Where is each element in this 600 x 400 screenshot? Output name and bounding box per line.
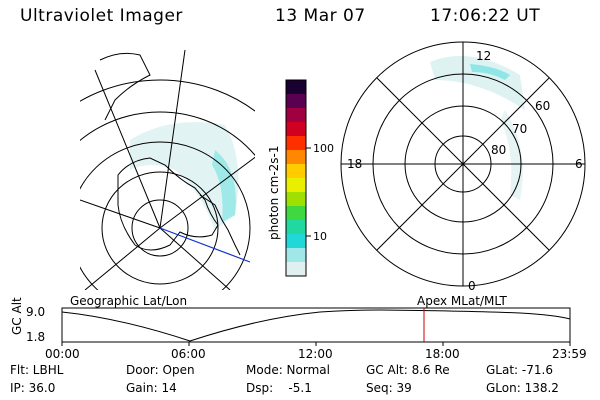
info-dsp: Dsp: -5.1: [246, 381, 312, 395]
altitude-xtick-2: 12:00: [298, 347, 333, 361]
altitude-xtick-3: 18:00: [425, 347, 460, 361]
info-flt: Flt: LBHL: [10, 363, 64, 377]
left-map-caption: Geographic Lat/Lon: [70, 294, 188, 308]
colorbar-swatch: [286, 94, 306, 109]
mlt-label-0: 0: [468, 279, 476, 293]
colorbar-frame: [285, 79, 307, 277]
colorbar-swatch: [286, 206, 306, 221]
info-glat: GLat: -71.6: [486, 363, 553, 377]
colorbar-swatch: [286, 80, 306, 95]
info-ip: IP: 36.0: [10, 381, 56, 395]
mlat-label-80: 80: [491, 143, 506, 157]
altitude-xtick-0: 00:00: [45, 347, 80, 361]
mlt-label-6: 6: [575, 157, 583, 171]
altitude-ytick-bottom: 1.8: [26, 330, 46, 344]
mlat-label-70: 70: [512, 122, 527, 136]
colorbar-swatch: [286, 136, 306, 151]
colorbar: [286, 80, 306, 277]
info-gc-alt: GC Alt: 8.6 Re: [366, 363, 450, 377]
info-gain: Gain: 14: [126, 381, 177, 395]
info-glon: GLon: 138.2: [486, 381, 559, 395]
mlt-label-18: 18: [347, 157, 362, 171]
colorbar-tick-label-100: 100: [313, 142, 334, 155]
colorbar-swatch: [286, 220, 306, 235]
instrument-title: Ultraviolet Imager: [20, 6, 183, 26]
colorbar-swatch: [286, 178, 306, 193]
info-seq: Seq: 39: [366, 381, 412, 395]
polar-plot: [340, 41, 586, 287]
right-map-caption: Apex MLat/MLT: [417, 294, 507, 308]
geographic-map: [80, 49, 255, 290]
date-label: 13 Mar 07: [275, 6, 366, 26]
time-label: 17:06:22 UT: [430, 6, 541, 26]
altitude-plot-frame: [61, 307, 571, 343]
mlat-label-60: 60: [535, 99, 550, 113]
colorbar-label: photon cm-2s-1: [267, 146, 281, 241]
mlt-label-12: 12: [476, 49, 491, 63]
colorbar-swatch: [286, 122, 306, 137]
colorbar-swatch: [286, 234, 306, 249]
altitude-curve: [61, 309, 571, 342]
colorbar-swatch: [286, 164, 306, 179]
colorbar-tick-label-10: 10: [313, 230, 327, 243]
colorbar-swatch: [286, 192, 306, 207]
altitude-ytick-top: 9.0: [26, 305, 46, 319]
info-door: Door: Open: [126, 363, 195, 377]
info-mode: Mode: Normal: [246, 363, 330, 377]
colorbar-swatch: [286, 262, 306, 277]
altitude-xtick-1: 06:00: [171, 347, 206, 361]
colorbar-swatch: [286, 248, 306, 263]
colorbar-swatch: [286, 108, 306, 123]
colorbar-swatch: [286, 150, 306, 165]
altitude-xtick-4: 23:59: [552, 347, 587, 361]
altitude-ylabel: GC Alt: [10, 297, 24, 335]
